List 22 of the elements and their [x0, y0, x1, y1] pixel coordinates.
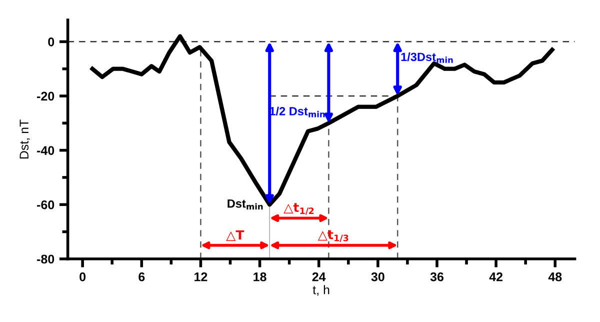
- x-tick-label: 18: [254, 272, 266, 282]
- annotation: Dst$_{min}$: [228, 199, 263, 210]
- x-tick-label: 0: [80, 272, 86, 282]
- annotation: △t$_{1/3}$: [318, 230, 348, 242]
- annotation: △t$_{1/2}$: [284, 203, 314, 215]
- annotation: 1/2 Dst$_{min}$: [270, 106, 325, 118]
- x-tick-label: 36: [430, 272, 444, 282]
- annotation: △T: [226, 230, 244, 241]
- x-axis-title: t, h: [312, 285, 330, 296]
- y-tick-label: -80: [37, 254, 54, 264]
- y-axis-title: Dst, nT: [20, 120, 30, 159]
- x-tick-label: 30: [371, 272, 384, 282]
- x-tick-label: 24: [312, 272, 326, 282]
- annotation: 1/3Dst$_{min}$: [401, 52, 453, 63]
- x-tick-label: 12: [194, 272, 208, 282]
- y-tick-label: -60: [37, 200, 54, 210]
- x-tick-label: 42: [489, 272, 502, 282]
- y-tick-label: 0: [48, 37, 54, 46]
- x-tick-label: 48: [548, 272, 562, 282]
- y-tick-label: -40: [37, 146, 54, 155]
- x-tick-label: 6: [138, 272, 145, 282]
- y-tick-label: -20: [37, 92, 54, 101]
